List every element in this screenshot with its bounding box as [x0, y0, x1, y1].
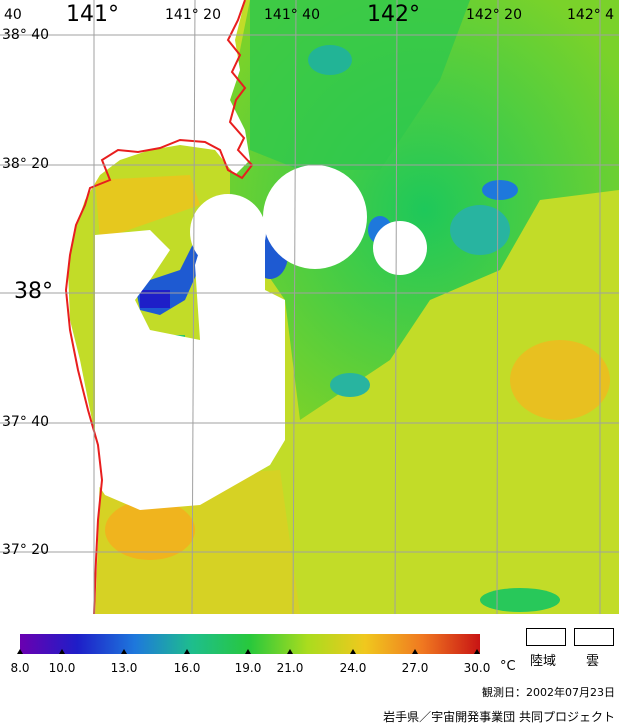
color-bar-tick-mark [412, 649, 418, 654]
color-bar-tick-mark [245, 649, 251, 654]
longitude-label: 141° 20 [165, 7, 221, 23]
cloud-mask [263, 165, 367, 269]
sea-cold-patch [482, 180, 518, 200]
latitude-label: 38° [14, 279, 53, 304]
color-bar-tick-mark [184, 649, 190, 654]
cloud-mask [373, 221, 427, 275]
sea-warm-patch [510, 340, 610, 420]
color-bar-tick-label: 8.0 [10, 661, 30, 675]
longitude-label: 142° 4 [567, 7, 615, 23]
color-bar-tick-mark [59, 649, 65, 654]
coastline [64, 0, 254, 614]
color-bar-tick-mark [121, 649, 127, 654]
cloud-legend-swatch [574, 628, 614, 646]
longitude-label: 142° [367, 2, 420, 27]
latitude-label: 38° 40 [2, 27, 50, 43]
sea-cool-patch [480, 588, 560, 612]
color-bar-tick-mark [350, 649, 356, 654]
sea-warm-patch [105, 500, 195, 560]
latitude-label: 37° 40 [2, 414, 50, 430]
color-bar-tick-mark [287, 649, 293, 654]
sea-cold-patch [450, 205, 510, 255]
observation-date: 観測日：2002年07月23日 [482, 686, 615, 699]
sea-surface-temperature-map [0, 0, 619, 614]
longitude-label: 40 [4, 7, 22, 23]
latitude-label: 38° 20 [2, 156, 50, 172]
sea-warm-coastal-area [95, 175, 200, 240]
color-bar-tick-label: 19.0 [234, 661, 262, 675]
cloud-legend-label: 雲 [586, 654, 600, 669]
temperature-color-bar [20, 634, 480, 654]
longitude-label: 141° [66, 2, 119, 27]
land-legend-swatch [526, 628, 566, 646]
temperature-unit: °C [500, 659, 516, 674]
cloud-mask [190, 194, 266, 270]
color-bar-tick-label: 10.0 [48, 661, 76, 675]
color-bar-tick-label: 27.0 [401, 661, 429, 675]
latitude-label: 37° 20 [2, 542, 50, 558]
land-legend-label: 陸域 [530, 654, 557, 669]
sea-cold-patch [140, 290, 170, 308]
sea-cold-patch [308, 45, 352, 75]
credit-text: 岩手県／宇宙開発事業団 共同プロジェクト [383, 710, 615, 724]
color-bar-tick-label: 24.0 [339, 661, 367, 675]
sea-cool-area [250, 0, 470, 170]
longitude-label: 141° 40 [264, 7, 320, 23]
cloud-mask [95, 210, 285, 510]
longitude-label: 142° 20 [466, 7, 522, 23]
color-bar-tick-mark [17, 649, 23, 654]
land-area [0, 0, 250, 614]
color-bar-tick-label: 30.0 [463, 661, 491, 675]
color-bar-tick-label: 16.0 [173, 661, 201, 675]
color-bar-tick-label: 13.0 [110, 661, 138, 675]
color-bar-tick-label: 21.0 [276, 661, 304, 675]
color-bar-tick-mark [474, 649, 480, 654]
sea-cold-patch [330, 373, 370, 397]
graticule [0, 0, 619, 614]
